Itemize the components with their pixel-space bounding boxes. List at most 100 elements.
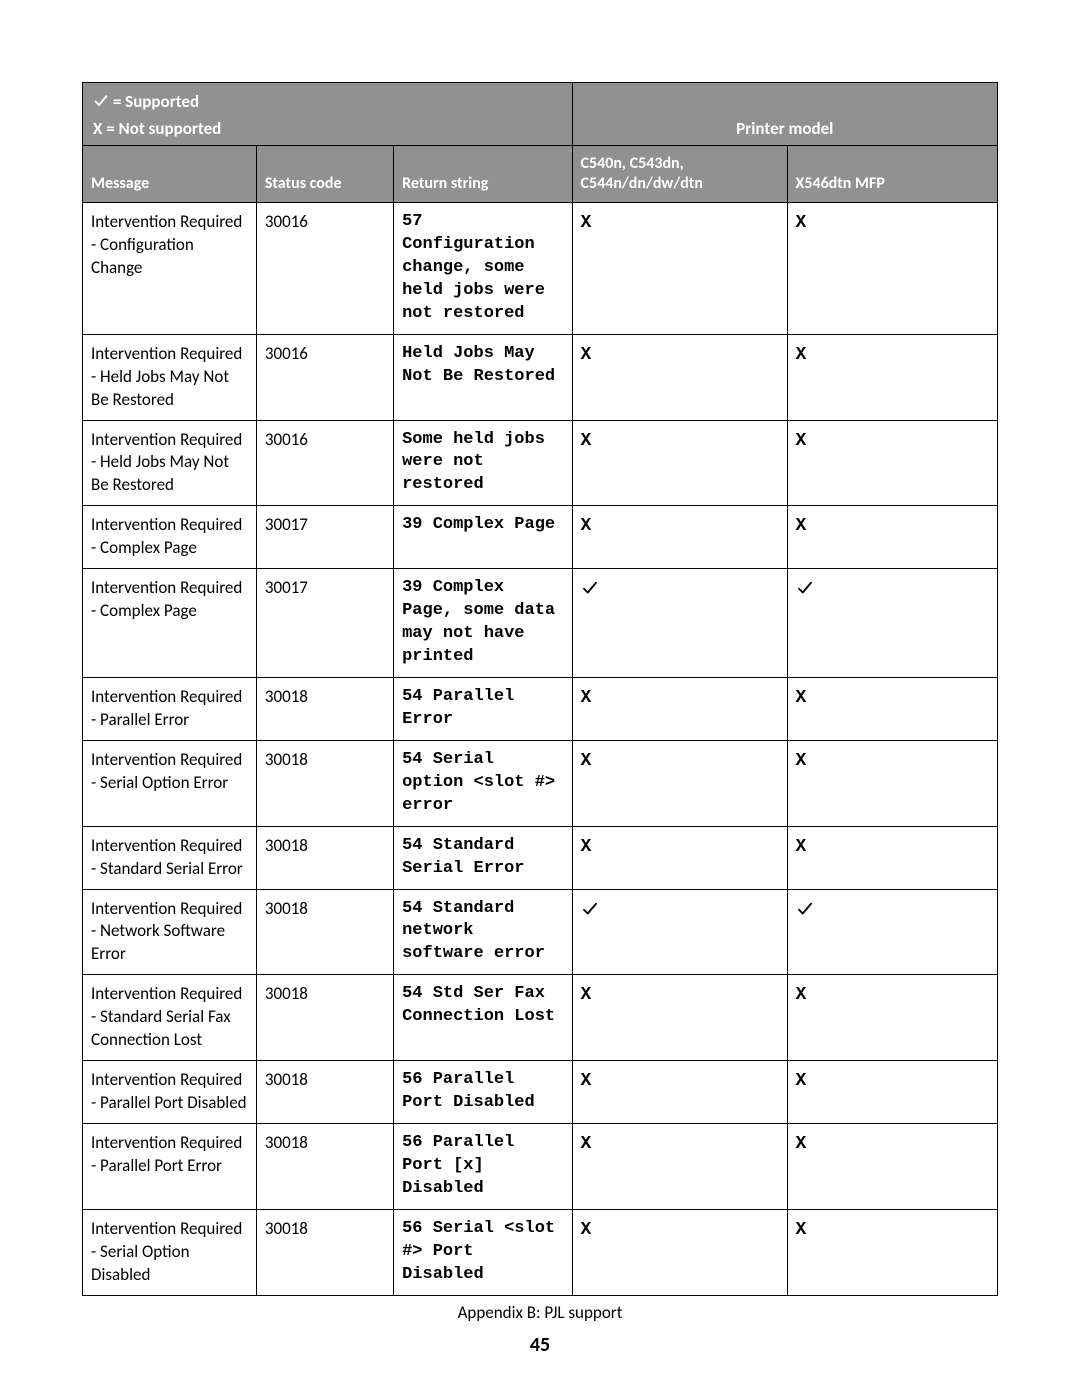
cell-return-string: 56 Serial <slot #> Port Disabled bbox=[394, 1209, 572, 1295]
col-message: Message bbox=[83, 146, 257, 203]
x-mark: X bbox=[581, 837, 592, 857]
cell-return-string: 54 Standard network software error bbox=[394, 889, 572, 975]
cell-model-b: X bbox=[787, 740, 997, 826]
cell-message: Intervention Required - Network Software… bbox=[83, 889, 257, 975]
x-mark: X bbox=[796, 1134, 807, 1154]
cell-return-string: 39 Complex Page bbox=[394, 506, 572, 569]
cell-return-string: 57 Configuration change, some held jobs … bbox=[394, 203, 572, 335]
legend-not-supported-text: X = Not supported bbox=[93, 118, 562, 139]
cell-return-string: 54 Parallel Error bbox=[394, 677, 572, 740]
cell-message: Intervention Required - Complex Page bbox=[83, 506, 257, 569]
cell-model-a: X bbox=[572, 203, 787, 335]
x-mark: X bbox=[581, 345, 592, 365]
cell-message: Intervention Required - Parallel Port Er… bbox=[83, 1124, 257, 1210]
cell-return-string: 54 Std Ser Fax Connection Lost bbox=[394, 975, 572, 1061]
x-mark: X bbox=[796, 516, 807, 536]
x-mark: X bbox=[581, 1134, 592, 1154]
cell-return-string: 56 Parallel Port [x] Disabled bbox=[394, 1124, 572, 1210]
table-legend-row: = Supported X = Not supported Printer mo… bbox=[83, 83, 998, 146]
cell-message: Intervention Required - Serial Option Er… bbox=[83, 740, 257, 826]
cell-model-b: X bbox=[787, 420, 997, 506]
legend-supported-text: = Supported bbox=[113, 91, 199, 112]
x-mark: X bbox=[796, 431, 807, 451]
printer-model-header: Printer model bbox=[572, 83, 997, 146]
cell-return-string: 54 Serial option <slot #> error bbox=[394, 740, 572, 826]
cell-status-code: 30018 bbox=[256, 740, 393, 826]
cell-status-code: 30017 bbox=[256, 506, 393, 569]
cell-return-string: 39 Complex Page, some data may not have … bbox=[394, 569, 572, 678]
x-mark: X bbox=[581, 751, 592, 771]
table-row: Intervention Required - Complex Page3001… bbox=[83, 569, 998, 678]
check-icon bbox=[796, 579, 814, 597]
x-mark: X bbox=[581, 688, 592, 708]
cell-model-a: X bbox=[572, 975, 787, 1061]
x-mark: X bbox=[581, 1071, 592, 1091]
x-mark: X bbox=[796, 837, 807, 857]
cell-model-a: X bbox=[572, 420, 787, 506]
cell-status-code: 30018 bbox=[256, 1061, 393, 1124]
cell-model-b: X bbox=[787, 203, 997, 335]
cell-status-code: 30018 bbox=[256, 975, 393, 1061]
col-model-a: C540n, C543dn, C544n/dn/dw/dtn bbox=[572, 146, 787, 203]
cell-model-a: X bbox=[572, 677, 787, 740]
cell-status-code: 30016 bbox=[256, 203, 393, 335]
table-row: Intervention Required - Configuration Ch… bbox=[83, 203, 998, 335]
x-mark: X bbox=[796, 345, 807, 365]
cell-message: Intervention Required - Parallel Port Di… bbox=[83, 1061, 257, 1124]
table-row: Intervention Required - Held Jobs May No… bbox=[83, 420, 998, 506]
table-row: Intervention Required - Network Software… bbox=[83, 889, 998, 975]
cell-model-a: X bbox=[572, 826, 787, 889]
cell-model-a bbox=[572, 569, 787, 678]
cell-status-code: 30018 bbox=[256, 1124, 393, 1210]
cell-model-b: X bbox=[787, 334, 997, 420]
cell-model-b: X bbox=[787, 826, 997, 889]
cell-status-code: 30018 bbox=[256, 889, 393, 975]
cell-return-string: Some held jobs were not restored bbox=[394, 420, 572, 506]
cell-message: Intervention Required - Standard Serial … bbox=[83, 975, 257, 1061]
cell-model-a: X bbox=[572, 1061, 787, 1124]
cell-model-b: X bbox=[787, 975, 997, 1061]
cell-model-a: X bbox=[572, 334, 787, 420]
cell-status-code: 30017 bbox=[256, 569, 393, 678]
table-row: Intervention Required - Standard Serial … bbox=[83, 975, 998, 1061]
cell-message: Intervention Required - Held Jobs May No… bbox=[83, 420, 257, 506]
x-mark: X bbox=[796, 985, 807, 1005]
cell-model-b bbox=[787, 569, 997, 678]
cell-status-code: 30016 bbox=[256, 334, 393, 420]
cell-model-b: X bbox=[787, 1061, 997, 1124]
col-status-code: Status code bbox=[256, 146, 393, 203]
check-icon bbox=[796, 900, 814, 918]
cell-status-code: 30018 bbox=[256, 826, 393, 889]
table-row: Intervention Required - Held Jobs May No… bbox=[83, 334, 998, 420]
check-icon bbox=[581, 900, 599, 918]
table-row: Intervention Required - Serial Option Di… bbox=[83, 1209, 998, 1295]
cell-status-code: 30018 bbox=[256, 1209, 393, 1295]
cell-model-a: X bbox=[572, 506, 787, 569]
x-mark: X bbox=[796, 1220, 807, 1240]
check-icon bbox=[93, 93, 109, 109]
table-row: Intervention Required - Parallel Port Di… bbox=[83, 1061, 998, 1124]
cell-message: Intervention Required - Parallel Error bbox=[83, 677, 257, 740]
page-number: 45 bbox=[0, 1333, 1080, 1357]
col-model-b: X546dtn MFP bbox=[787, 146, 997, 203]
table-row: Intervention Required - Parallel Error30… bbox=[83, 677, 998, 740]
cell-model-b: X bbox=[787, 677, 997, 740]
cell-status-code: 30018 bbox=[256, 677, 393, 740]
cell-message: Intervention Required - Configuration Ch… bbox=[83, 203, 257, 335]
col-return-string: Return string bbox=[394, 146, 572, 203]
cell-model-b: X bbox=[787, 506, 997, 569]
cell-message: Intervention Required - Complex Page bbox=[83, 569, 257, 678]
x-mark: X bbox=[796, 688, 807, 708]
cell-model-b bbox=[787, 889, 997, 975]
x-mark: X bbox=[581, 431, 592, 451]
cell-return-string: Held Jobs May Not Be Restored bbox=[394, 334, 572, 420]
table-row: Intervention Required - Standard Serial … bbox=[83, 826, 998, 889]
table-row: Intervention Required - Complex Page3001… bbox=[83, 506, 998, 569]
appendix-label: Appendix B: PJL support bbox=[0, 1302, 1080, 1323]
table-header-row: Message Status code Return string C540n,… bbox=[83, 146, 998, 203]
document-page: = Supported X = Not supported Printer mo… bbox=[0, 0, 1080, 1397]
x-mark: X bbox=[796, 751, 807, 771]
x-mark: X bbox=[581, 516, 592, 536]
support-table: = Supported X = Not supported Printer mo… bbox=[82, 82, 998, 1296]
cell-model-a bbox=[572, 889, 787, 975]
